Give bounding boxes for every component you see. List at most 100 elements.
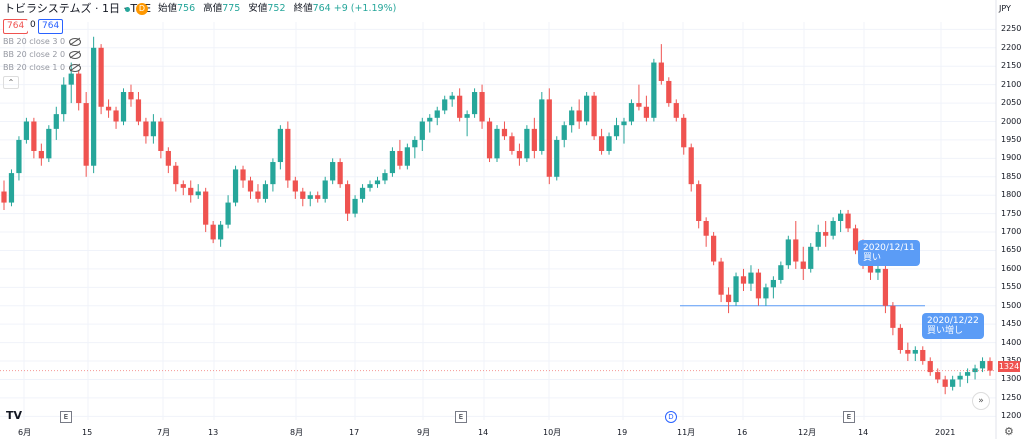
candle-body bbox=[322, 180, 328, 199]
candle-body bbox=[673, 103, 679, 118]
candle-body bbox=[696, 184, 702, 221]
candle-body bbox=[942, 379, 948, 387]
candle-body bbox=[606, 136, 612, 151]
x-tick-label: 13 bbox=[208, 428, 219, 437]
candle bbox=[330, 158, 336, 185]
currency-selector[interactable]: JPY bbox=[999, 4, 1011, 13]
tradingview-logo-icon[interactable]: TV bbox=[6, 409, 23, 422]
y-tick-label: 1900 bbox=[1001, 153, 1022, 163]
collapse-indicators-icon[interactable]: ⌃ bbox=[3, 76, 19, 89]
indicator-label: BB 20 close 3 0 bbox=[3, 37, 66, 46]
candle bbox=[501, 121, 508, 140]
annotation-buy[interactable]: 2020/12/11 買い bbox=[858, 240, 920, 266]
symbol-title[interactable]: トビラシステムズ · 1日 · TSE bbox=[4, 2, 152, 15]
candle bbox=[673, 99, 679, 122]
candle bbox=[964, 368, 971, 384]
candle bbox=[531, 117, 537, 159]
candle-body bbox=[315, 195, 321, 199]
dividend-badge[interactable]: D bbox=[136, 3, 148, 15]
candle bbox=[509, 132, 515, 155]
candle-body bbox=[330, 162, 336, 181]
gear-icon[interactable]: ⚙ bbox=[1004, 425, 1014, 438]
candle-body bbox=[591, 95, 597, 137]
y-tick-label: 1650 bbox=[1001, 245, 1022, 255]
candle-body bbox=[740, 276, 747, 284]
candle bbox=[905, 342, 911, 362]
y-tick-label: 1600 bbox=[1001, 263, 1022, 273]
indicator-bb-2[interactable]: BB 20 close 2 0 bbox=[3, 49, 82, 61]
earnings-marker[interactable]: E bbox=[60, 411, 72, 423]
candle-body bbox=[486, 121, 493, 159]
candle bbox=[696, 180, 702, 229]
candle-body bbox=[852, 228, 859, 251]
indicator-label: BB 20 close 2 0 bbox=[3, 50, 66, 59]
indicator-bb-3[interactable]: BB 20 close 3 0 bbox=[3, 36, 82, 48]
y-tick-label: 1250 bbox=[1001, 392, 1022, 402]
x-tick-label: 15 bbox=[82, 428, 93, 437]
candle bbox=[53, 106, 59, 140]
candle bbox=[427, 114, 433, 133]
y-tick-label: 1800 bbox=[1001, 190, 1022, 200]
visibility-off-icon[interactable] bbox=[69, 63, 82, 72]
candle-body bbox=[173, 165, 179, 185]
candle-body bbox=[397, 150, 403, 166]
earnings-marker[interactable]: E bbox=[455, 411, 467, 423]
candle-body bbox=[509, 136, 515, 151]
candle bbox=[158, 117, 164, 159]
candle bbox=[113, 106, 119, 129]
candle bbox=[352, 195, 358, 218]
candle bbox=[815, 224, 821, 251]
candle-body bbox=[38, 150, 44, 159]
candle-body bbox=[188, 187, 194, 196]
candle-body bbox=[681, 117, 687, 148]
dividend-marker[interactable]: D bbox=[665, 411, 677, 423]
y-tick-label: 1300 bbox=[1001, 374, 1022, 384]
candle bbox=[927, 357, 933, 376]
y-tick-label: 2000 bbox=[1001, 116, 1022, 126]
candle bbox=[942, 375, 948, 395]
candle bbox=[76, 69, 82, 111]
candle-body bbox=[464, 114, 470, 118]
candle-body bbox=[359, 187, 366, 199]
y-tick-label: 1350 bbox=[1001, 356, 1021, 366]
candle bbox=[374, 176, 381, 188]
candle-body bbox=[613, 125, 620, 137]
visibility-off-icon[interactable] bbox=[69, 37, 82, 46]
candle-body bbox=[823, 232, 829, 236]
candle bbox=[524, 125, 530, 163]
candle-body bbox=[897, 327, 903, 350]
ohlc-readout: 始値756 高値775 安値752 終値764 +9 (+1.19%) bbox=[158, 0, 401, 18]
candle-body bbox=[920, 349, 926, 362]
candle bbox=[681, 114, 687, 155]
candle-body bbox=[964, 372, 971, 376]
high-label: 高値 bbox=[203, 3, 223, 14]
candle-body bbox=[763, 287, 769, 299]
candle-body bbox=[815, 232, 821, 247]
candle-body bbox=[561, 125, 567, 140]
visibility-off-icon[interactable] bbox=[69, 50, 82, 59]
candle bbox=[561, 121, 567, 148]
y-tick-label: 1950 bbox=[1001, 134, 1022, 144]
candle-body bbox=[546, 99, 552, 177]
candle bbox=[845, 209, 851, 233]
x-tick-label: 14 bbox=[478, 428, 489, 437]
indicator-bb-1[interactable]: BB 20 close 1 0 bbox=[3, 62, 82, 74]
annotation-add-buy[interactable]: 2020/12/22 買い増し bbox=[922, 313, 984, 339]
candle bbox=[16, 136, 22, 181]
buy-price-box[interactable]: 764 bbox=[38, 19, 64, 34]
candle bbox=[658, 44, 664, 85]
chart-grid bbox=[0, 0, 997, 439]
earnings-marker[interactable]: E bbox=[843, 411, 855, 423]
spread-value: 0 bbox=[27, 19, 39, 32]
sell-price-box[interactable]: 764 bbox=[3, 19, 29, 34]
candle bbox=[972, 364, 978, 380]
candle-body bbox=[352, 198, 358, 214]
scroll-to-latest-icon[interactable]: » bbox=[972, 392, 990, 410]
candle-body bbox=[46, 128, 52, 159]
candle bbox=[195, 184, 201, 199]
candle-body bbox=[636, 103, 642, 107]
candle bbox=[800, 246, 806, 280]
candle bbox=[830, 217, 836, 240]
candle-body bbox=[957, 375, 963, 380]
